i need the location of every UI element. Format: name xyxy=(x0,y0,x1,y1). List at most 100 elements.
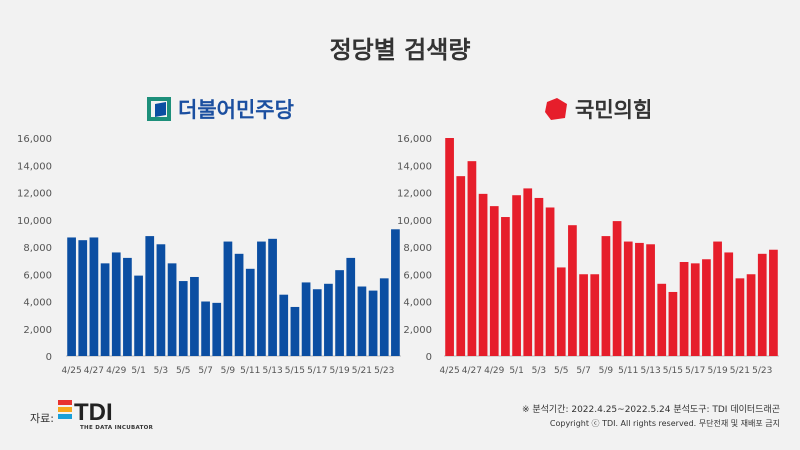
bar xyxy=(467,161,477,356)
bar xyxy=(167,263,177,356)
bar xyxy=(279,294,289,356)
bar xyxy=(590,274,600,356)
bar xyxy=(746,274,756,356)
x-tick-label: 5/17 xyxy=(685,366,705,376)
y-tick-label: 8,000 xyxy=(403,243,432,254)
bar xyxy=(445,138,454,356)
tdi-logo-icon: TDI xyxy=(58,399,113,426)
bar xyxy=(568,225,577,356)
bar xyxy=(657,283,667,356)
bar xyxy=(601,236,611,356)
x-tick-label: 5/1 xyxy=(509,366,523,376)
party-label-democratic: 더불어민주당 xyxy=(146,94,294,124)
x-tick-label: 5/3 xyxy=(532,366,546,376)
party-label-ppp: 국민의힘 xyxy=(543,94,652,124)
y-tick-label: 12,000 xyxy=(17,189,52,200)
bar xyxy=(245,268,255,356)
bar xyxy=(690,263,700,356)
bar xyxy=(111,252,121,356)
x-tick-label: 4/27 xyxy=(84,366,104,376)
bar xyxy=(100,263,110,356)
bar xyxy=(545,207,555,356)
y-tick-label: 14,000 xyxy=(397,161,432,172)
bar xyxy=(379,278,389,356)
bar xyxy=(501,217,510,356)
x-tick-label: 5/3 xyxy=(154,366,168,376)
bar xyxy=(612,221,622,356)
x-tick-label: 5/17 xyxy=(307,366,327,376)
bar xyxy=(290,306,300,356)
x-tick-label: 4/25 xyxy=(439,366,459,376)
y-tick-label: 4,000 xyxy=(23,298,52,309)
y-tick-label: 16,000 xyxy=(397,134,432,145)
x-tick-label: 4/27 xyxy=(462,366,482,376)
bar xyxy=(702,259,711,356)
x-tick-label: 5/11 xyxy=(618,366,638,376)
bar xyxy=(489,206,499,357)
bar xyxy=(357,286,367,356)
x-tick-label: 5/11 xyxy=(240,366,260,376)
x-tick-label: 4/29 xyxy=(106,366,126,376)
bar xyxy=(67,237,76,356)
analysis-period-note: ※ 분석기간: 2022.4.25~2022.5.24 분석도구: TDI 데이… xyxy=(521,405,780,415)
y-tick-label: 4,000 xyxy=(403,298,432,309)
ppp-party-name: 국민의힘 xyxy=(575,98,653,122)
tdi-subtitle: THE DATA INCUBATOR xyxy=(80,425,154,431)
bar xyxy=(346,257,356,356)
x-tick-label: 5/15 xyxy=(663,366,683,376)
democratic-party-logo-icon xyxy=(147,97,171,121)
source-label: 자료: xyxy=(30,412,54,425)
bar xyxy=(324,283,333,356)
bar xyxy=(368,290,378,356)
y-tick-label: 2,000 xyxy=(23,325,52,336)
bar xyxy=(268,238,277,356)
x-tick-label: 5/15 xyxy=(285,366,305,376)
bar xyxy=(735,278,745,356)
x-tick-label: 4/25 xyxy=(61,366,81,376)
x-tick-label: 5/19 xyxy=(707,366,727,376)
bar xyxy=(646,244,655,356)
bar xyxy=(78,240,88,356)
bar xyxy=(757,253,767,356)
y-tick-label: 10,000 xyxy=(397,216,432,227)
x-tick-label: 5/21 xyxy=(730,366,750,376)
x-tick-label: 5/23 xyxy=(752,366,772,376)
bar xyxy=(89,237,99,356)
bar xyxy=(257,241,266,356)
bar xyxy=(134,275,143,356)
bar xyxy=(178,281,188,356)
bar xyxy=(724,252,734,356)
x-tick-label: 5/5 xyxy=(176,366,190,376)
y-tick-label: 6,000 xyxy=(23,270,52,281)
x-tick-label: 5/13 xyxy=(640,366,660,376)
bar xyxy=(190,276,199,356)
bar xyxy=(556,267,566,356)
bar xyxy=(534,197,544,356)
bar xyxy=(301,282,311,356)
x-tick-label: 5/21 xyxy=(352,366,372,376)
x-tick-label: 5/19 xyxy=(329,366,349,376)
y-tick-label: 10,000 xyxy=(17,216,52,227)
bar xyxy=(156,244,166,356)
ppp-party-logo-icon xyxy=(545,98,567,120)
x-tick-label: 4/29 xyxy=(484,366,504,376)
x-tick-label: 5/1 xyxy=(131,366,145,376)
democratic-party-name: 더불어민주당 xyxy=(178,98,294,122)
x-tick-label: 5/9 xyxy=(221,366,236,376)
x-tick-label: 5/7 xyxy=(198,366,212,376)
bar xyxy=(668,291,678,356)
x-tick-label: 5/13 xyxy=(262,366,282,376)
y-tick-label: 6,000 xyxy=(403,270,432,281)
bar xyxy=(201,301,210,356)
y-tick-label: 16,000 xyxy=(17,134,52,145)
bar xyxy=(679,261,689,356)
y-tick-label: 0 xyxy=(46,352,52,363)
bar xyxy=(335,270,344,356)
bar xyxy=(391,229,400,356)
bar xyxy=(635,242,644,356)
bar xyxy=(478,193,488,356)
bar xyxy=(123,257,132,356)
page-title: 정당별 검색량 xyxy=(329,36,471,64)
